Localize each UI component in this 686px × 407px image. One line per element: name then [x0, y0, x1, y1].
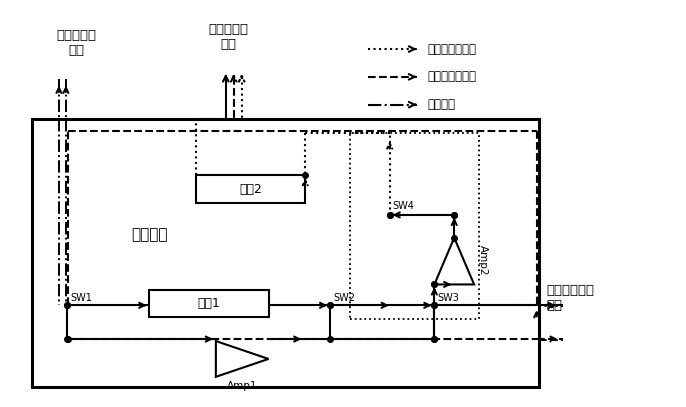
- Text: 天线定标网络
端口: 天线定标网络 端口: [547, 284, 595, 312]
- Text: 调频信号源
端口: 调频信号源 端口: [57, 29, 97, 57]
- Text: SW4: SW4: [392, 201, 414, 211]
- Bar: [350, 133, 479, 319]
- Text: 全阵面接收定标: 全阵面接收定标: [427, 70, 476, 83]
- Polygon shape: [216, 341, 268, 377]
- Polygon shape: [434, 238, 474, 284]
- Text: 内定标器: 内定标器: [131, 227, 167, 242]
- Text: 雷达接收机
端口: 雷达接收机 端口: [209, 23, 249, 51]
- Bar: [32, 118, 539, 387]
- Text: Amp1: Amp1: [226, 381, 257, 391]
- Bar: [150, 291, 268, 317]
- Text: 参考定标: 参考定标: [427, 98, 456, 111]
- Text: 衰减1: 衰减1: [198, 297, 220, 310]
- Text: SW3: SW3: [438, 293, 459, 303]
- Text: Amp2: Amp2: [478, 245, 488, 276]
- Text: SW2: SW2: [333, 293, 355, 303]
- Bar: [196, 175, 305, 203]
- Text: 全阵面发射定标: 全阵面发射定标: [427, 43, 476, 56]
- Text: 衰减2: 衰减2: [239, 183, 262, 196]
- Text: SW1: SW1: [70, 293, 92, 303]
